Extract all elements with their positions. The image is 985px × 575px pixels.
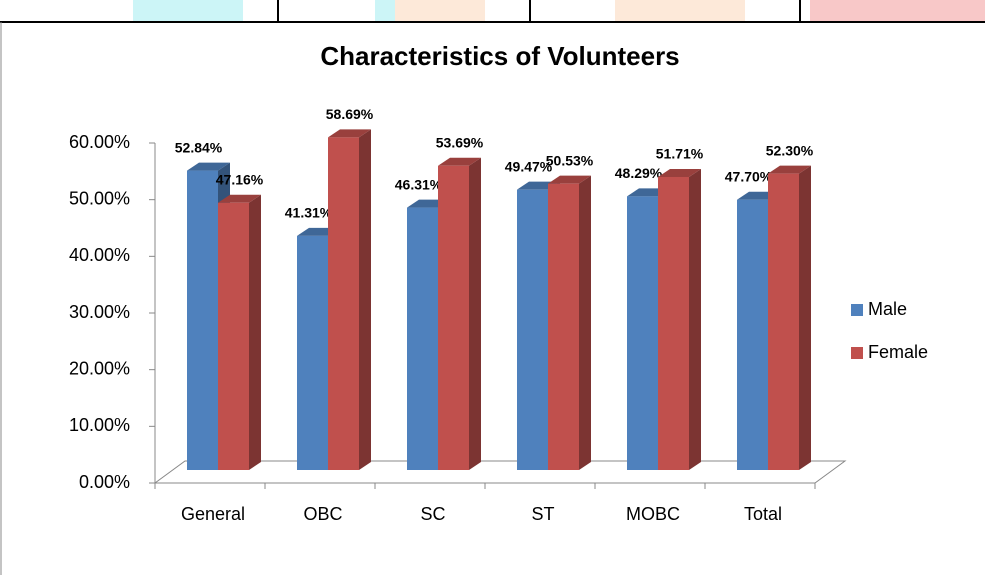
bar-top <box>218 194 261 203</box>
data-label: 53.69% <box>436 134 484 150</box>
x-tick-label: Total <box>744 504 782 524</box>
bar-top <box>658 168 701 177</box>
y-tick-label: 0.00% <box>79 472 130 492</box>
bar <box>187 170 218 470</box>
bar <box>768 173 799 470</box>
bar <box>548 183 579 470</box>
bar-side <box>689 168 701 470</box>
cell-fill <box>810 0 985 22</box>
bar <box>737 199 768 470</box>
bar <box>328 137 359 470</box>
y-tick-label: 40.00% <box>69 245 130 265</box>
bar <box>407 207 438 470</box>
bar <box>627 196 658 470</box>
data-label: 52.84% <box>175 139 223 155</box>
data-label: 51.71% <box>656 146 704 162</box>
bar-top <box>768 165 811 174</box>
data-label: 46.31% <box>395 176 443 192</box>
y-tick-label: 60.00% <box>69 132 130 152</box>
y-tick-label: 30.00% <box>69 302 130 322</box>
data-label: 52.30% <box>766 142 814 158</box>
x-tick-label: OBC <box>303 504 342 524</box>
chart-title: Characteristics of Volunteers <box>320 41 679 71</box>
data-label: 47.16% <box>216 171 264 187</box>
y-tick-label: 20.00% <box>69 358 130 378</box>
bar-side <box>579 175 591 470</box>
legend-swatch <box>851 347 863 359</box>
cell-fill <box>375 0 395 22</box>
bar-side <box>469 157 481 471</box>
bar <box>218 202 249 470</box>
bar-top <box>187 162 230 171</box>
bar-side <box>359 129 371 470</box>
bar-top <box>548 175 591 184</box>
bar-side <box>799 165 811 470</box>
legend-label: Male <box>868 299 907 319</box>
legend-swatch <box>851 304 863 316</box>
y-tick-label: 10.00% <box>69 415 130 435</box>
data-label: 48.29% <box>615 165 663 181</box>
bar-top <box>438 157 481 166</box>
data-label: 49.47% <box>505 158 553 174</box>
cell-fill <box>615 0 745 22</box>
bar-side <box>249 194 261 470</box>
cell-fill <box>133 0 243 22</box>
x-tick-label: ST <box>531 504 554 524</box>
x-tick-label: MOBC <box>626 504 680 524</box>
x-tick-label: General <box>181 504 245 524</box>
bar <box>658 176 689 470</box>
bar <box>297 235 328 470</box>
bar <box>438 165 469 471</box>
data-label: 41.31% <box>285 205 333 221</box>
x-tick-label: SC <box>420 504 445 524</box>
cell-fill <box>395 0 485 22</box>
y-tick-label: 50.00% <box>69 188 130 208</box>
data-label: 47.70% <box>725 168 773 184</box>
table-strip <box>0 0 985 23</box>
data-label: 50.53% <box>546 152 594 168</box>
legend-label: Female <box>868 342 928 362</box>
data-label: 58.69% <box>326 106 374 122</box>
bar <box>517 189 548 471</box>
bar-top <box>328 129 371 138</box>
